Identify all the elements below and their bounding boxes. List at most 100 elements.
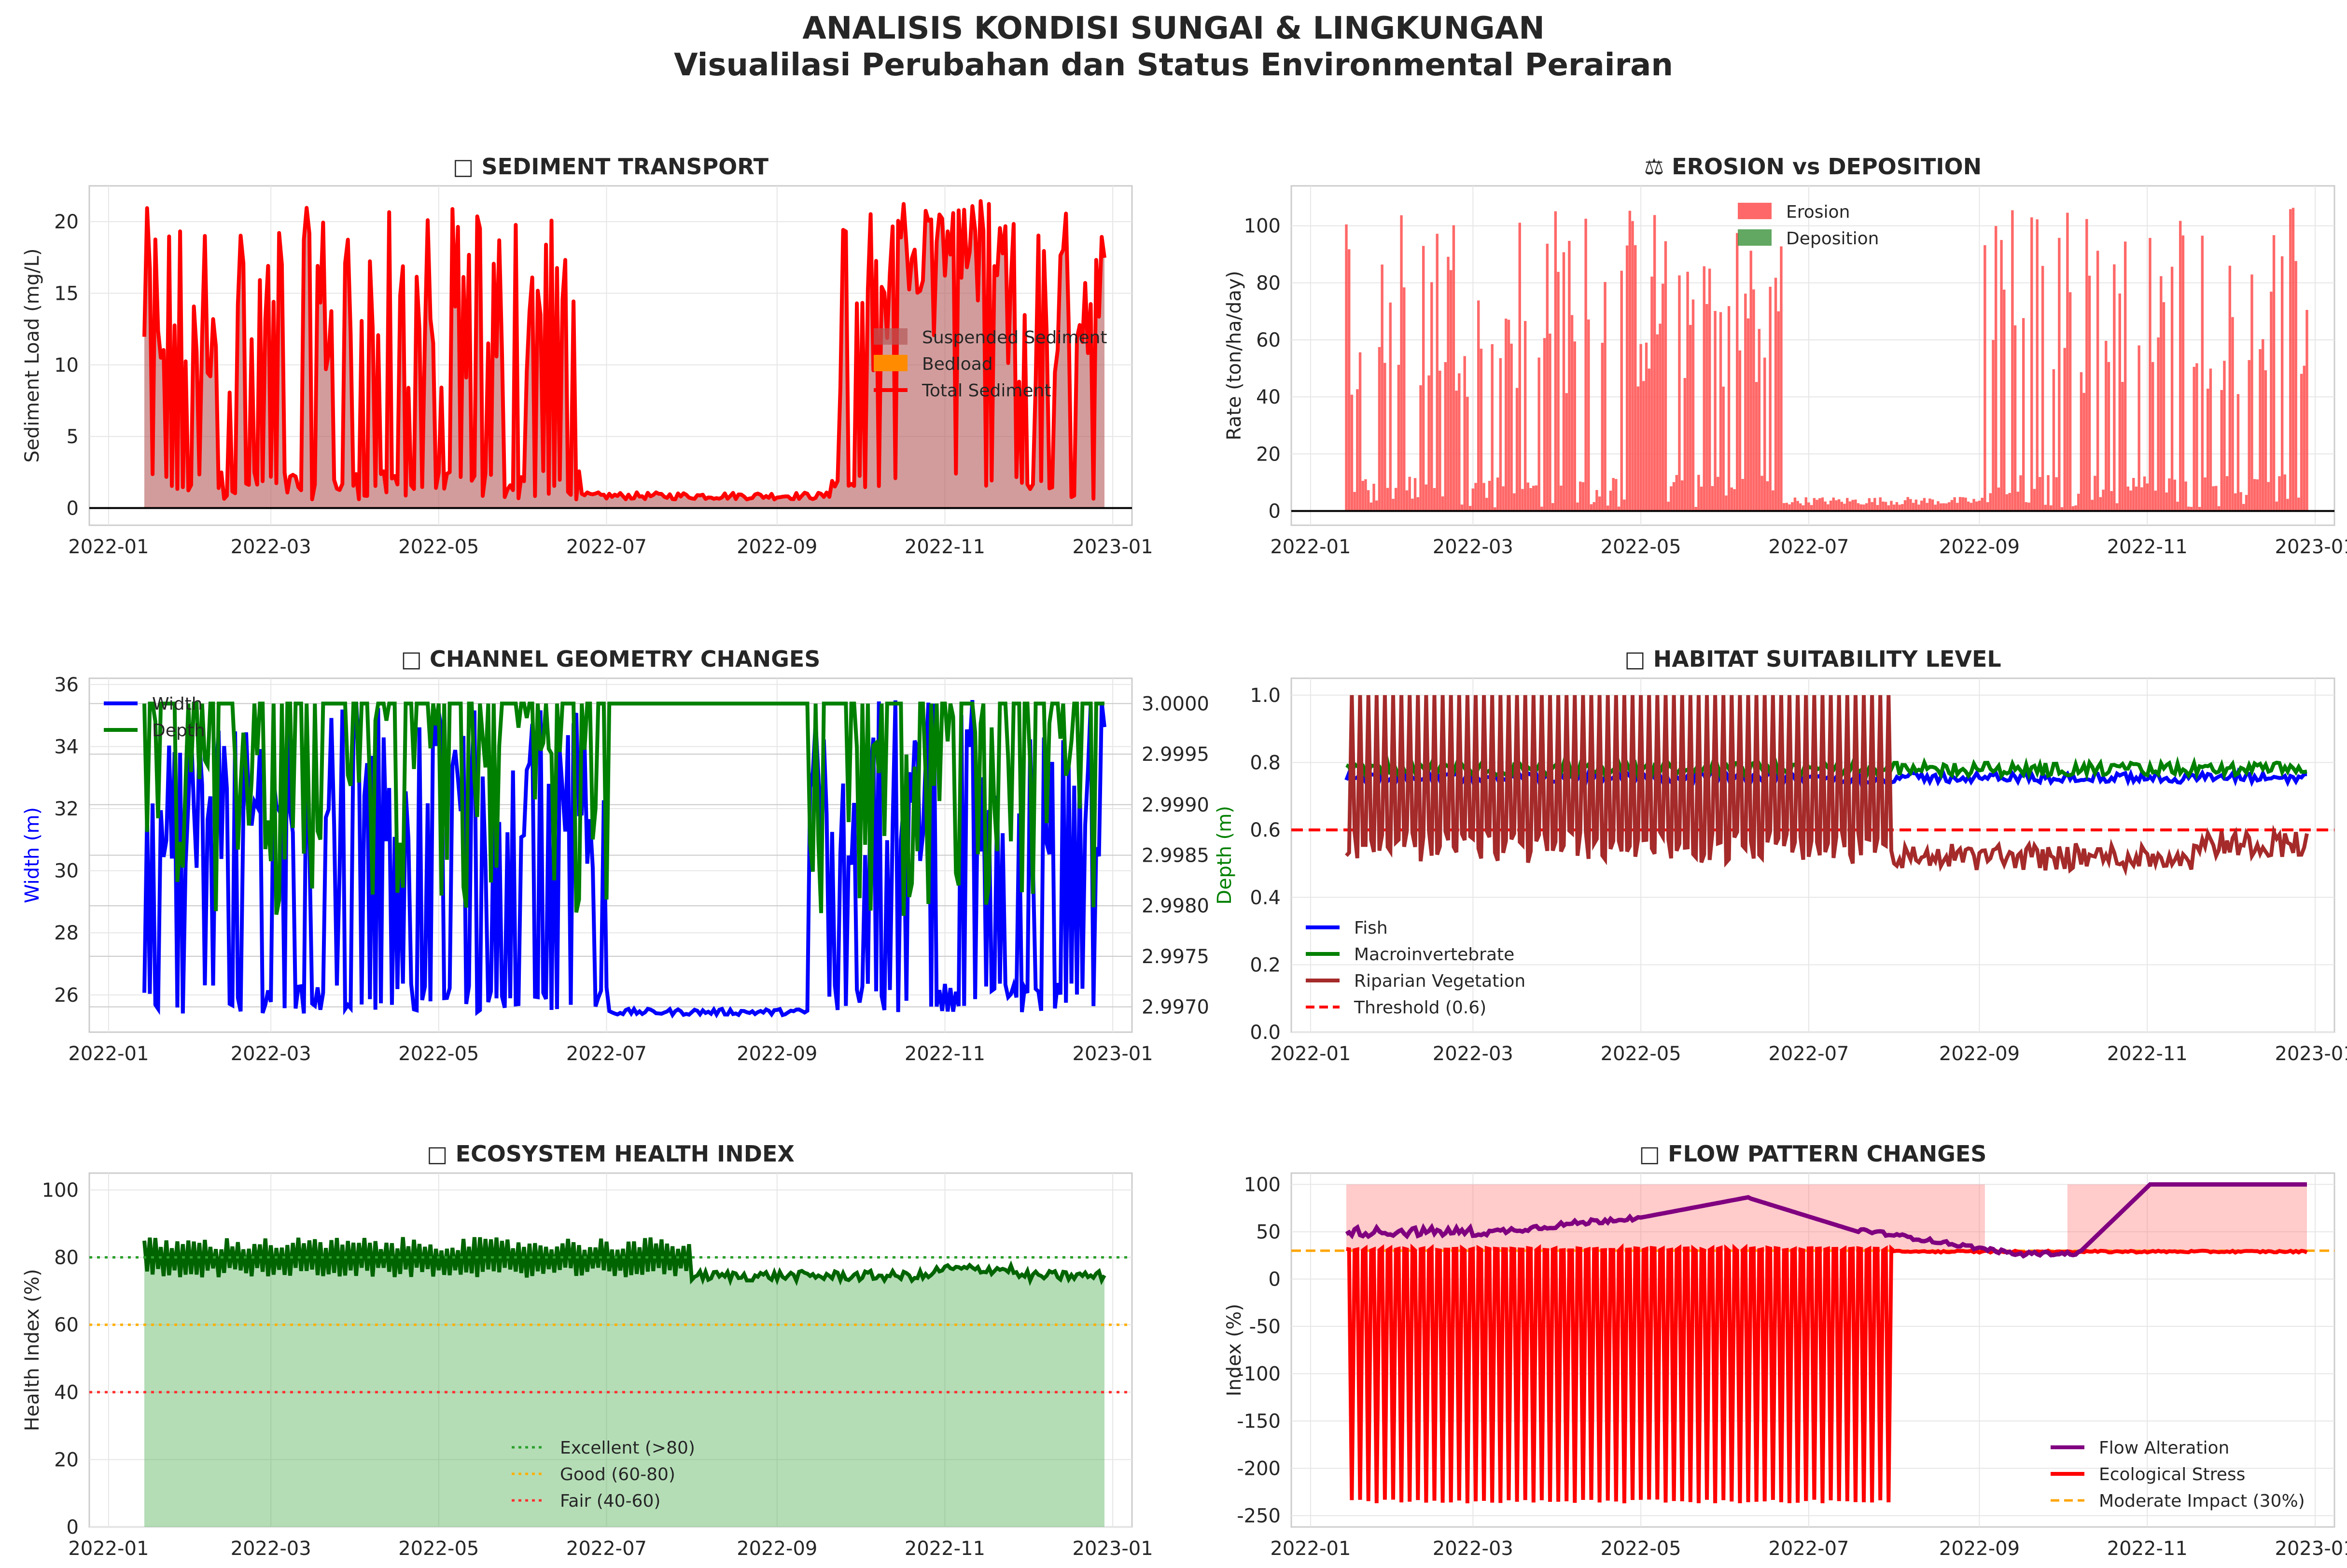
- erosion-bar: [1956, 503, 1959, 511]
- figure-subtitle: Visualilasi Perubahan dan Status Environ…: [674, 47, 1673, 83]
- erosion-bar: [1892, 504, 1896, 511]
- x-tick-label: 2022-11: [2107, 1043, 2188, 1065]
- x-tick-label: 2023-01: [1073, 1538, 1153, 1560]
- erosion-bar: [1744, 294, 1747, 511]
- erosion-bar: [2204, 477, 2207, 511]
- erosion-bar: [1430, 282, 1433, 511]
- figure-title: ANALISIS KONDISI SUNGAI & LINGKUNGAN: [802, 11, 1545, 46]
- erosion-bar: [2300, 374, 2303, 511]
- erosion-bar: [2184, 481, 2187, 511]
- erosion-bar: [1433, 488, 1436, 511]
- x-tick-label: 2022-09: [737, 1043, 817, 1065]
- x-tick-label: 2023-01: [2275, 1538, 2347, 1560]
- y-axis-label: Width (m): [21, 807, 43, 903]
- erosion-bar: [1857, 503, 1860, 511]
- erosion-bar: [2123, 241, 2127, 511]
- y2-axis-label: Depth (m): [1214, 806, 1236, 905]
- erosion-bar: [1967, 501, 1970, 511]
- erosion-bar: [1975, 501, 1978, 511]
- erosion-bar: [1648, 368, 1650, 511]
- erosion-bar: [1884, 502, 1887, 511]
- chart-habitat: 2022-01 2022-03 2022-05 2022-07 2022-09 2022-…: [1250, 646, 2347, 1065]
- y-tick-label: 28: [54, 922, 79, 944]
- legend-swatch: [874, 355, 908, 371]
- x-tick-label: 2023-01: [2275, 536, 2347, 558]
- erosion-bar: [2259, 349, 2262, 511]
- erosion-bar: [1906, 497, 1909, 511]
- erosion-bar: [1551, 503, 1554, 511]
- erosion-bar: [1840, 502, 1844, 511]
- erosion-bar: [1444, 362, 1447, 511]
- y-tick-label: 50: [1256, 1221, 1281, 1244]
- erosion-bar: [1416, 497, 1419, 511]
- erosion-bar: [1381, 264, 1383, 511]
- erosion-bar: [1636, 386, 1640, 511]
- erosion-bar: [1565, 393, 1568, 511]
- erosion-bar: [2121, 382, 2124, 511]
- erosion-bar: [1846, 498, 1849, 511]
- erosion-bar: [2143, 476, 2146, 511]
- chart-erosion: 2022-01 2022-03 2022-05 2022-07 2022-09 2022-…: [1223, 154, 2347, 558]
- erosion-bar: [1727, 306, 1731, 511]
- erosion-bar: [1345, 224, 1348, 511]
- erosion-bar: [2055, 477, 2058, 511]
- x-tick-label: 2022-07: [566, 1538, 647, 1560]
- erosion-bar: [1813, 498, 1816, 511]
- erosion-bar: [1587, 319, 1590, 511]
- erosion-bar: [2077, 493, 2080, 511]
- legend-label: Deposition: [1786, 229, 1879, 249]
- erosion-bar: [1909, 499, 1912, 511]
- erosion-bar: [1480, 349, 1483, 511]
- y-tick-label: 0.8: [1250, 752, 1281, 774]
- y-tick-label: 40: [54, 1382, 79, 1404]
- erosion-bar: [1981, 498, 1984, 511]
- erosion-bar: [2267, 482, 2270, 511]
- erosion-bar: [1868, 498, 1871, 511]
- y-tick-label: 0.0: [1250, 1022, 1281, 1044]
- erosion-bar: [2270, 292, 2273, 511]
- x-tick-label: 2022-11: [2107, 1538, 2188, 1560]
- erosion-bar: [1683, 378, 1687, 511]
- y-tick-label: -250: [1237, 1505, 1281, 1527]
- x-tick-label: 2022-03: [1433, 1043, 1513, 1065]
- erosion-bar: [2030, 217, 2033, 511]
- erosion-bar: [2091, 500, 2094, 511]
- y2-tick-label: 2.9995: [1142, 743, 1209, 766]
- x-tick-label: 2022-01: [1270, 1538, 1351, 1560]
- erosion-bar: [1711, 486, 1714, 511]
- erosion-bar: [1526, 482, 1530, 511]
- erosion-bar: [1612, 478, 1615, 511]
- erosion-bar: [2162, 302, 2165, 511]
- erosion-bar: [2264, 370, 2267, 511]
- erosion-bar: [2019, 475, 2022, 511]
- x-tick-label: 2022-09: [1939, 1043, 2020, 1065]
- erosion-bar: [2107, 362, 2110, 511]
- legend-swatch: [1738, 229, 1772, 246]
- erosion-bar: [1645, 342, 1648, 511]
- erosion-bar: [1631, 221, 1634, 511]
- erosion-bar: [1364, 479, 1367, 511]
- erosion-bar: [2187, 506, 2190, 511]
- erosion-bar: [2176, 502, 2179, 511]
- x-tick-label: 2022-07: [1768, 1043, 1849, 1065]
- erosion-bar: [1546, 243, 1549, 511]
- erosion-bar: [1471, 488, 1475, 511]
- erosion-bar: [2231, 317, 2234, 511]
- erosion-bar: [1579, 481, 1582, 511]
- erosion-bar: [2088, 276, 2091, 511]
- erosion-bar: [1920, 501, 1923, 511]
- erosion-bar: [1871, 502, 1873, 511]
- erosion-bar: [1970, 503, 1973, 511]
- x-tick-label: 2022-05: [398, 536, 479, 558]
- erosion-bar: [1793, 497, 1797, 511]
- panel-title: □ ECOSYSTEM HEALTH INDEX: [427, 1141, 795, 1167]
- erosion-bar: [1835, 500, 1838, 511]
- erosion-bar: [1529, 488, 1532, 511]
- erosion-bar: [1741, 478, 1744, 511]
- erosion-bar: [2115, 503, 2119, 511]
- erosion-bar: [1535, 485, 1538, 511]
- y-tick-label: 32: [54, 798, 79, 820]
- y-tick-label: 0: [1269, 500, 1281, 522]
- y-tick-label: 1.0: [1250, 685, 1281, 707]
- erosion-bar: [1394, 488, 1397, 511]
